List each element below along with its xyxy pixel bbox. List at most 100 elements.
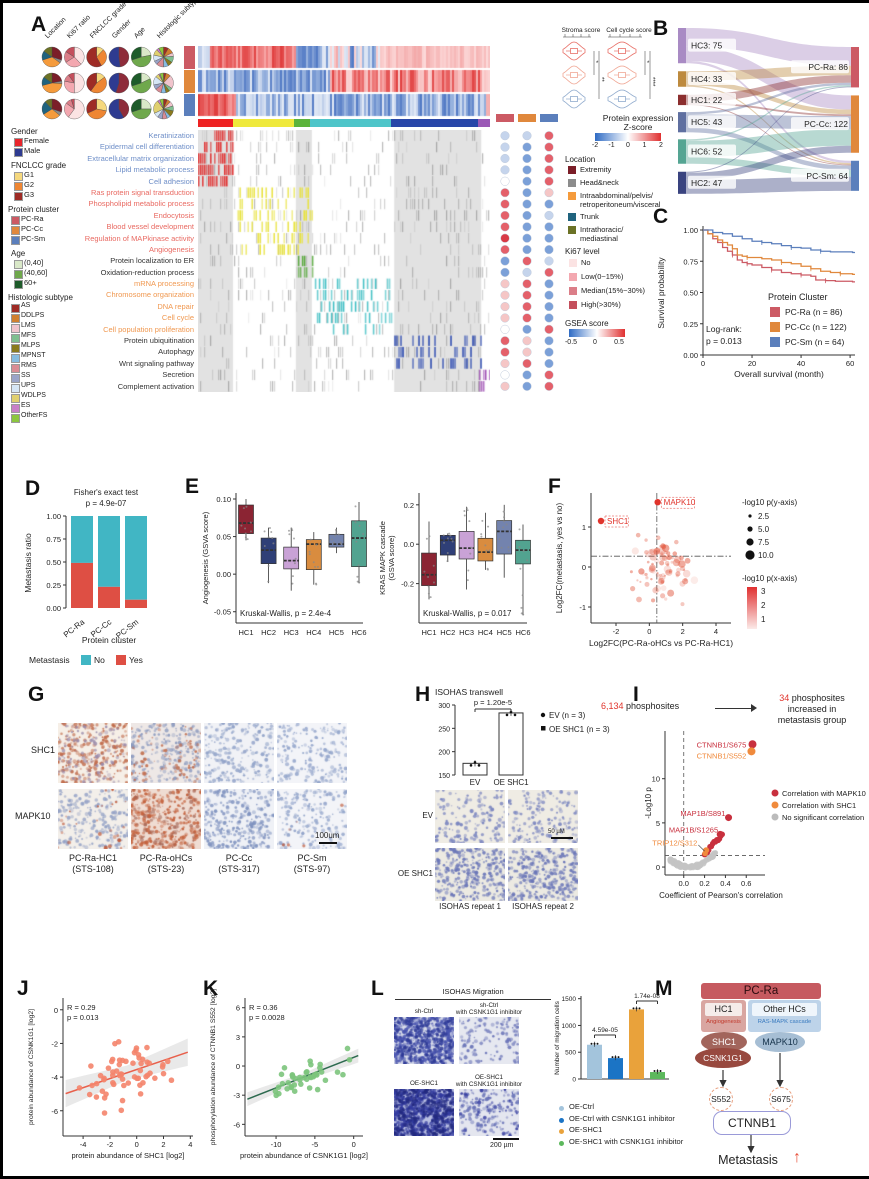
mapk10-node: MAPK10 [755,1032,805,1052]
y-tick: 300 [438,703,450,710]
pie-slice [131,46,142,61]
data-point [278,1071,285,1078]
jitter-point [442,534,445,537]
legend-item-label: MFS [21,332,36,339]
legend-item-label: PC-Sm [21,233,46,243]
background-point [649,553,657,561]
sankey-flow [686,86,851,173]
panel-c-label: C [653,205,669,228]
transwell-image [435,790,505,843]
scale-bar [551,837,573,839]
background-point [682,568,686,572]
jitter-point [244,536,247,539]
panel-j-label: J [17,977,29,1000]
ihc-image [58,789,128,849]
metastasis-up-arrow: ↑ [793,1149,801,1166]
point-label: MAP1B/S1265 [669,826,718,835]
color-legend-label: 3 [761,587,766,596]
sankey-node-left [678,71,686,87]
row-label-mapk10: MAPK10 [15,811,51,821]
pathway-label: Cell adhesion [148,176,194,186]
background-point [661,555,668,562]
legend-dot [559,1117,564,1123]
pie-slice [131,78,152,94]
ns-point [667,856,674,863]
gsea-dot [522,222,532,232]
count-label: phosphosites [623,701,680,711]
jitter-point [330,538,333,541]
background-point [651,568,657,574]
data-point [314,1086,321,1093]
legend-item-label: AS [21,302,31,309]
sankey-node-right [851,47,859,88]
ihc-image [277,723,347,783]
background-point [672,559,680,567]
x-tick: -4 [80,1140,87,1149]
point-label-box [661,496,695,509]
ihc-image [58,723,128,783]
bar-yes [98,586,120,608]
box [351,520,367,567]
background-point [664,569,671,575]
sankey-flow [686,104,851,166]
point-label: CTNNB1/S552 [697,752,747,761]
background-point [659,560,665,566]
sankey-label-box [791,117,849,131]
jitter-point [502,526,505,529]
sankey-label-box [688,115,736,129]
legend-swatch [11,374,20,383]
background-point [680,602,685,607]
gsea-dot [544,347,554,357]
sankey-flow [686,145,851,180]
data-point [140,1079,146,1086]
jitter-point [427,576,430,579]
data-point [103,1091,109,1097]
jitter-point [293,562,296,565]
gsea-dot [522,290,532,300]
pie-slice [108,98,124,120]
x-category: HC3 [459,628,474,637]
gsea-dot [500,256,510,266]
ctnnb1-box: CTNNB1 [713,1111,791,1135]
s675-site: S675 [769,1087,793,1111]
jitter-point [249,530,252,533]
ihc-image [204,723,274,783]
box [421,552,437,586]
data-point [288,1083,295,1090]
location-legend-item: Head&neck [580,178,619,187]
jitter-point [466,579,469,582]
gsea-dot [544,233,554,243]
panel-i-volcano: 0 5 10 0.0 0.2 0.4 0.6 CTNNB1/S675 CTNNB1/S552 MA… [644,731,866,900]
background-point [666,551,671,556]
y-tick: -0.05 [214,608,231,617]
x-axis-label: Coefficient of Pearson's correlation [659,891,783,900]
data-point [93,1080,100,1087]
legend-title: FNCLCC grade [11,161,67,170]
test-title: Fisher's exact test [74,488,139,497]
data-point [130,1060,136,1066]
legend-item: No [94,655,105,665]
data-point [297,1077,303,1083]
data-point [279,1080,286,1087]
color-legend-title: -log10 p(x-axis) [742,574,797,583]
gsea-tick: 0 [593,339,597,346]
legend-item-label: WDLPS [21,392,46,399]
pathway-label: Complement activation [117,381,194,391]
gsea-dot [522,336,532,346]
sankey-node-label: HC4: 33 [691,74,722,84]
legend-title: Metastasis [29,655,70,665]
x-tick: -5 [312,1140,319,1149]
y-axis-label: protein abundance of CSNK1G1 [log2] [28,1009,35,1125]
legend-item-label: PC-Cc [21,223,44,233]
pathway-label: Blood vessel development [106,222,194,232]
sankey-flow [686,85,851,141]
panel-f-scatter: -2 0 2 4 -1 0 1 SHC1 MAPK10 Log2FC(PC-Ra-oHCs vs … [555,493,797,648]
jitter-point [466,509,469,512]
data-point [303,1076,310,1083]
background-point [648,549,654,555]
sankey-label-box [688,38,736,52]
y-tick: -2 [51,1039,58,1048]
cluster-row-annotation [184,70,195,93]
y-tick: 150 [438,773,450,780]
legend-swatch [11,334,20,343]
